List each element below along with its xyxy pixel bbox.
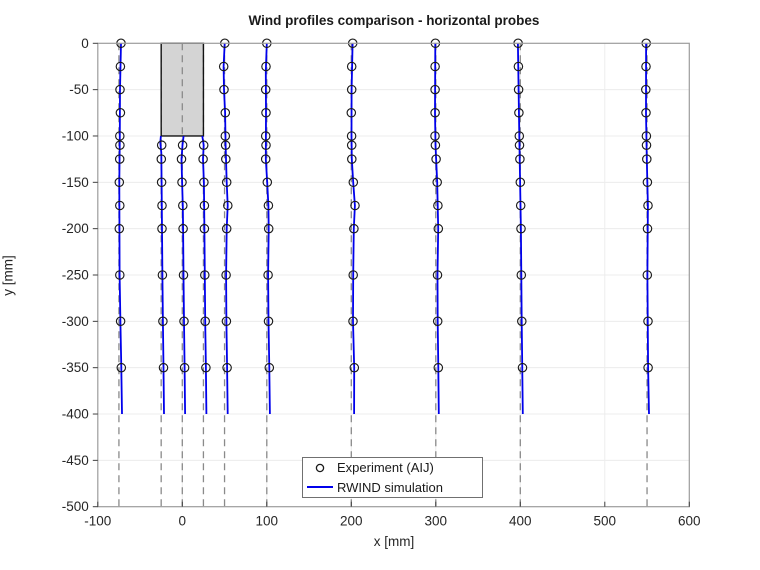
simulation-line-marker-icon (303, 486, 337, 489)
legend: Experiment (AIJ) RWIND simulation (302, 457, 483, 498)
y-axis-label: y [mm] (0, 255, 16, 296)
svg-text:0: 0 (179, 514, 187, 529)
x-tick-labels: -100 0 100 200 300 400 500 600 (84, 514, 700, 529)
legend-item-experiment: Experiment (AIJ) (303, 458, 482, 477)
svg-text:-100: -100 (84, 514, 111, 529)
svg-text:200: 200 (340, 514, 363, 529)
tick-marks (92, 42, 690, 508)
svg-text:-100: -100 (62, 128, 89, 143)
chart-title: Wind profiles comparison - horizontal pr… (248, 13, 540, 28)
svg-text:-50: -50 (69, 82, 89, 97)
legend-item-simulation: RWIND simulation (303, 478, 482, 497)
svg-text:-200: -200 (62, 221, 89, 236)
y-tick-labels: 0 -50 -100 -150 -200 -250 -300 -350 -400 -450 -500 (62, 36, 89, 514)
svg-text:-150: -150 (62, 175, 89, 190)
svg-text:0: 0 (81, 36, 89, 51)
legend-label-simulation: RWIND simulation (337, 479, 443, 495)
svg-text:100: 100 (256, 514, 279, 529)
x-axis-label: x [mm] (373, 534, 415, 549)
svg-text:300: 300 (425, 514, 448, 529)
experiment-circle-marker-icon (303, 462, 337, 474)
svg-text:-450: -450 (62, 453, 89, 468)
legend-label-experiment: Experiment (AIJ) (337, 460, 434, 476)
svg-text:600: 600 (678, 514, 701, 529)
svg-text:-250: -250 (62, 268, 89, 283)
svg-text:500: 500 (594, 514, 617, 529)
svg-text:400: 400 (509, 514, 532, 529)
svg-text:-500: -500 (62, 499, 89, 514)
svg-text:-400: -400 (62, 407, 89, 422)
svg-text:-350: -350 (62, 360, 89, 375)
svg-text:-300: -300 (62, 314, 89, 329)
